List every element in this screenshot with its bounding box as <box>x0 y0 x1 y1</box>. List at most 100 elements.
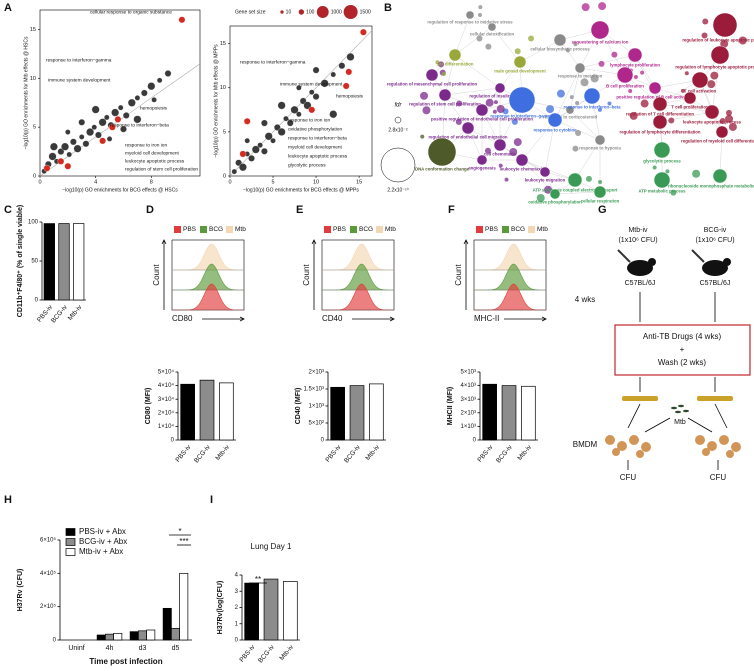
network-edge <box>444 54 456 96</box>
network-minor-node <box>476 35 483 42</box>
annotation: leukocyte apoptotic process <box>125 158 185 164</box>
chart-title: Lung Day 1 <box>251 542 292 551</box>
network-minor-node <box>565 48 570 53</box>
data-point <box>261 147 268 155</box>
y-tick-label: 0 <box>171 438 175 444</box>
annotation: cellular response to organic substance <box>90 9 172 15</box>
network-edge <box>554 119 601 141</box>
network-minor-node <box>575 129 582 136</box>
histogram-curve <box>474 243 546 271</box>
y-tick-label: 15 <box>220 41 226 47</box>
annotation: response to iron ion <box>125 142 167 148</box>
panel-label: G <box>598 204 607 216</box>
histogram-curve <box>322 263 394 291</box>
bar <box>180 383 195 441</box>
network-edge <box>711 54 721 113</box>
x-tick-label: BCG-iv <box>193 443 212 464</box>
x-tick-label: Mtb-iv <box>67 303 84 322</box>
network-node <box>653 171 671 189</box>
network-node <box>574 62 586 74</box>
network-edge <box>544 119 556 173</box>
annotation: response to iron ion <box>288 117 330 123</box>
y-tick-label: 3×10⁴ <box>158 396 175 403</box>
network-minor-node <box>422 106 431 115</box>
bar <box>129 631 139 641</box>
network-legend-label: 2.8x10⁻² <box>388 127 408 133</box>
y-tick-label: 5×10³ <box>460 370 476 376</box>
network-minor-node <box>720 39 729 48</box>
data-point <box>114 116 122 123</box>
bar <box>501 385 517 441</box>
data-point <box>320 79 329 88</box>
y-tick-label: 100 <box>28 220 39 226</box>
y-axis-label: −log10(p) GO enrichments for Mtb effects… <box>213 44 219 158</box>
network-minor-node <box>680 88 685 93</box>
network-minor-node <box>668 117 675 124</box>
bar <box>171 627 180 641</box>
data-point <box>243 117 251 125</box>
data-point <box>43 164 51 172</box>
legend-label: BCG <box>359 226 373 233</box>
size-legend-label: 1000 <box>331 9 342 15</box>
network-node <box>425 68 439 82</box>
y-tick-label: 2×10³ <box>460 410 476 416</box>
data-point <box>82 140 90 148</box>
y-axis-label: H37Rv(log(CFU) <box>217 581 224 635</box>
data-point <box>257 142 263 148</box>
data-point <box>134 95 141 101</box>
x-axis-label: Time post infection <box>89 657 162 666</box>
syringe <box>691 249 705 263</box>
x-tick-label: PBS-iv <box>324 443 343 463</box>
plot-frame <box>229 25 373 177</box>
y-tick-label: 3×10³ <box>460 397 476 403</box>
y-tick-label: 6×10⁵ <box>40 537 57 544</box>
x-tick-label: Mtb-iv <box>364 443 381 462</box>
network-minor-node <box>420 134 425 139</box>
data-point <box>108 123 116 131</box>
network-node <box>476 154 488 166</box>
bar <box>330 386 345 441</box>
size-legend-title: Gene set size <box>235 9 266 15</box>
arrow-head <box>161 239 167 245</box>
network-minor-node <box>478 13 482 17</box>
y-tick-label: 50 <box>31 259 38 265</box>
network-minor-node <box>598 2 607 11</box>
data-point <box>147 82 156 91</box>
network-node <box>648 81 662 95</box>
bar <box>113 632 123 641</box>
annotation: myeloid cell development <box>125 150 180 156</box>
data-point <box>360 28 367 36</box>
network-minor-node <box>640 99 649 108</box>
data-point <box>286 119 294 127</box>
legend-swatch <box>502 226 509 233</box>
panel-label: C <box>4 204 12 216</box>
diagram: Mtb-iv (1x10⁶ CFU) BCG-iv (1x10⁶ CFU) C5… <box>573 227 751 482</box>
network-minor-node <box>504 177 509 182</box>
data-point <box>86 128 95 137</box>
legend-label: PBS-iv + Abx <box>79 527 126 536</box>
network-node <box>508 86 536 114</box>
data-point <box>309 89 315 95</box>
histogram-curve <box>172 283 244 311</box>
significance-label: ** <box>255 575 261 584</box>
y-tick-label: 15 <box>30 27 36 33</box>
network-minor-node <box>498 163 503 168</box>
legend-swatch <box>65 538 76 546</box>
data-point <box>48 152 57 161</box>
data-point <box>283 115 289 122</box>
annotation: oxidative phosphorylation <box>288 126 342 132</box>
y-tick-label: 2×10⁴ <box>158 409 175 416</box>
bone-icon <box>697 396 733 401</box>
data-point <box>111 108 120 117</box>
network-minor-node <box>633 74 638 79</box>
network-minor-node <box>707 80 716 89</box>
network-minor-node <box>514 48 521 55</box>
data-point <box>57 148 65 155</box>
network-node-label: regulation of T cell differentiation <box>626 112 694 117</box>
network-minor-node <box>719 118 726 125</box>
data-point <box>244 137 250 144</box>
network-node <box>465 10 475 20</box>
network-node <box>704 104 720 120</box>
data-point <box>261 119 268 127</box>
network-node <box>627 47 643 63</box>
